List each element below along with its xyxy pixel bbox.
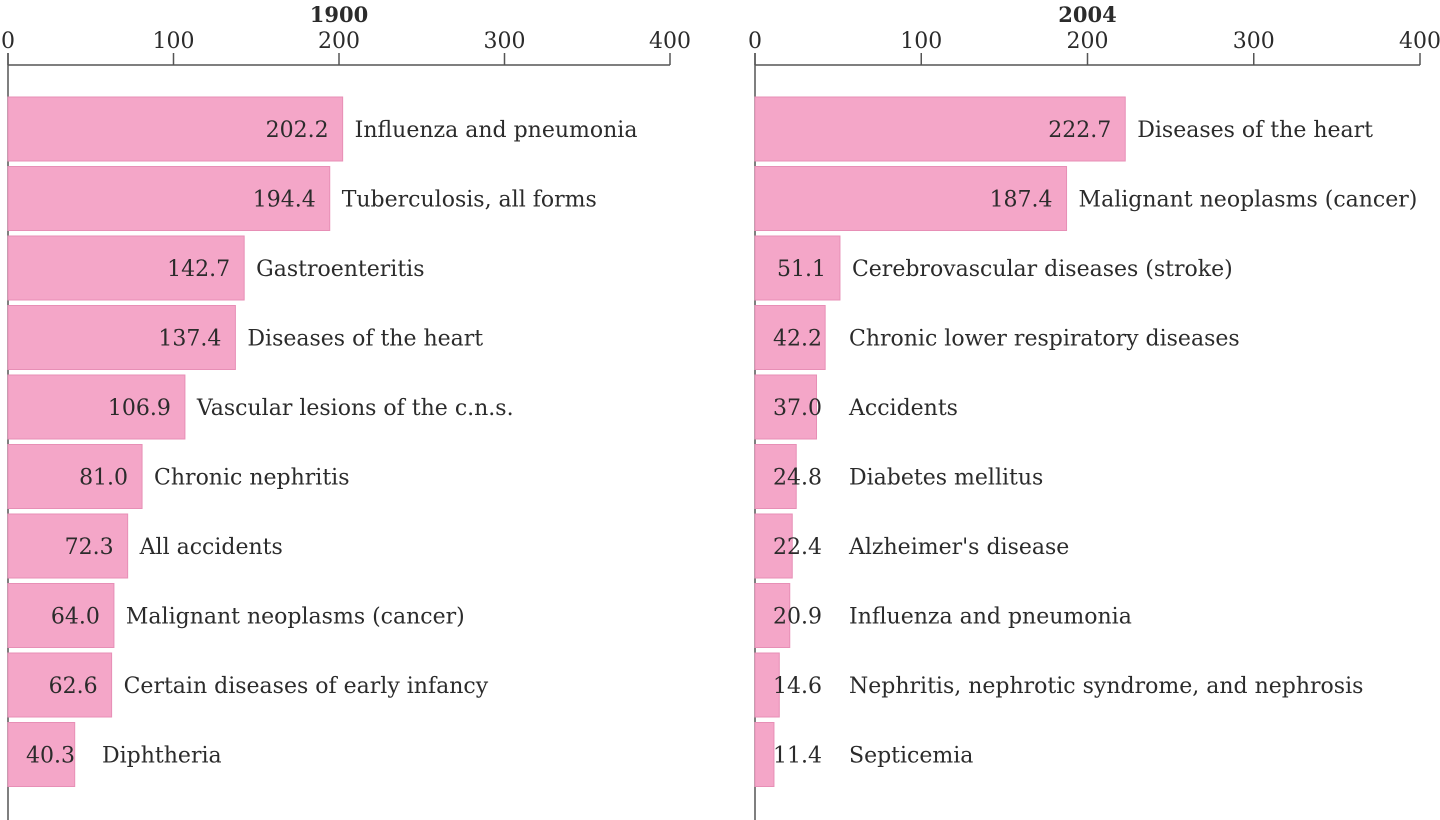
bar <box>754 513 793 579</box>
x-tick-label: 200 <box>1067 29 1109 54</box>
category-label: Tuberculosis, all forms <box>342 188 597 213</box>
bar-value-label: 64.0 <box>51 605 100 630</box>
bar <box>7 722 76 787</box>
bar-value-label: 202.2 <box>266 118 329 143</box>
bar <box>754 652 780 718</box>
bar <box>7 305 236 370</box>
category-label: All accidents <box>139 535 283 560</box>
bar <box>754 444 797 509</box>
bar <box>754 374 818 440</box>
bar-value-label: 40.3 <box>26 744 75 769</box>
bar-value-label: 62.6 <box>49 674 98 699</box>
category-label: Cerebrovascular diseases (stroke) <box>852 257 1233 282</box>
category-label: Diabetes mellitus <box>849 466 1043 491</box>
category-label: Malignant neoplasms (cancer) <box>1079 188 1418 213</box>
bar <box>7 583 115 648</box>
category-label: Chronic nephritis <box>154 466 349 491</box>
panel-title: 2004 <box>1058 2 1116 27</box>
category-label: Diseases of the heart <box>1137 118 1373 143</box>
category-label: Diphtheria <box>102 744 222 769</box>
bar-value-label: 20.9 <box>773 605 822 630</box>
bar-value-label: 11.4 <box>773 744 822 769</box>
x-tick-label: 300 <box>484 29 526 54</box>
bar <box>7 235 245 301</box>
category-label: Alzheimer's disease <box>848 535 1069 560</box>
bar-value-label: 187.4 <box>990 188 1053 213</box>
bar-value-label: 51.1 <box>777 257 826 282</box>
category-label: Influenza and pneumonia <box>849 605 1132 630</box>
bar <box>7 444 143 509</box>
bar-value-label: 22.4 <box>773 535 822 560</box>
bar <box>7 374 186 440</box>
category-label: Malignant neoplasms (cancer) <box>126 605 465 630</box>
x-tick-label: 0 <box>1 29 15 54</box>
x-tick-label: 100 <box>900 29 942 54</box>
category-label: Diseases of the heart <box>247 327 483 352</box>
bar <box>7 96 344 162</box>
x-tick-label: 300 <box>1233 29 1275 54</box>
x-tick-label: 100 <box>153 29 195 54</box>
bar-value-label: 137.4 <box>158 327 221 352</box>
bar <box>754 305 826 370</box>
bar-value-label: 81.0 <box>79 466 128 491</box>
category-label: Accidents <box>848 396 958 421</box>
bar <box>754 96 1126 162</box>
category-label: Nephritis, nephrotic syndrome, and nephr… <box>849 674 1363 699</box>
category-label: Gastroenteritis <box>256 257 424 282</box>
bar <box>754 166 1068 231</box>
bar-value-label: 37.0 <box>773 396 822 421</box>
bar-value-label: 24.8 <box>773 466 822 491</box>
bar-value-label: 222.7 <box>1048 118 1111 143</box>
x-tick-label: 0 <box>748 29 762 54</box>
bar-value-label: 72.3 <box>65 535 114 560</box>
bar-value-label: 14.6 <box>773 674 822 699</box>
category-label: Septicemia <box>849 744 973 769</box>
bar <box>7 513 129 579</box>
bar-value-label: 142.7 <box>167 257 230 282</box>
bar <box>7 652 113 718</box>
x-tick-label: 200 <box>318 29 360 54</box>
bar-value-label: 42.2 <box>773 327 822 352</box>
category-label: Chronic lower respiratory diseases <box>849 327 1240 352</box>
chart-panel-2004: 2004 0 100 200 300 400 222.7 Diseases of the he… <box>748 2 1440 820</box>
category-label: Vascular lesions of the c.n.s. <box>196 396 514 421</box>
category-label: Certain diseases of early infancy <box>124 674 489 699</box>
bar <box>754 235 841 301</box>
chart-panel-1900: 1900 0 100 200 300 400 202.2 Influenza and pneu… <box>1 2 691 820</box>
bar-value-label: 194.4 <box>253 188 316 213</box>
x-tick-label: 400 <box>649 29 691 54</box>
panel-title: 1900 <box>310 2 368 27</box>
bar <box>754 722 775 787</box>
bar <box>754 583 791 648</box>
bar-value-label: 106.9 <box>108 396 171 421</box>
category-label: Influenza and pneumonia <box>355 118 638 143</box>
x-tick-label: 400 <box>1399 29 1440 54</box>
bar <box>7 166 331 231</box>
